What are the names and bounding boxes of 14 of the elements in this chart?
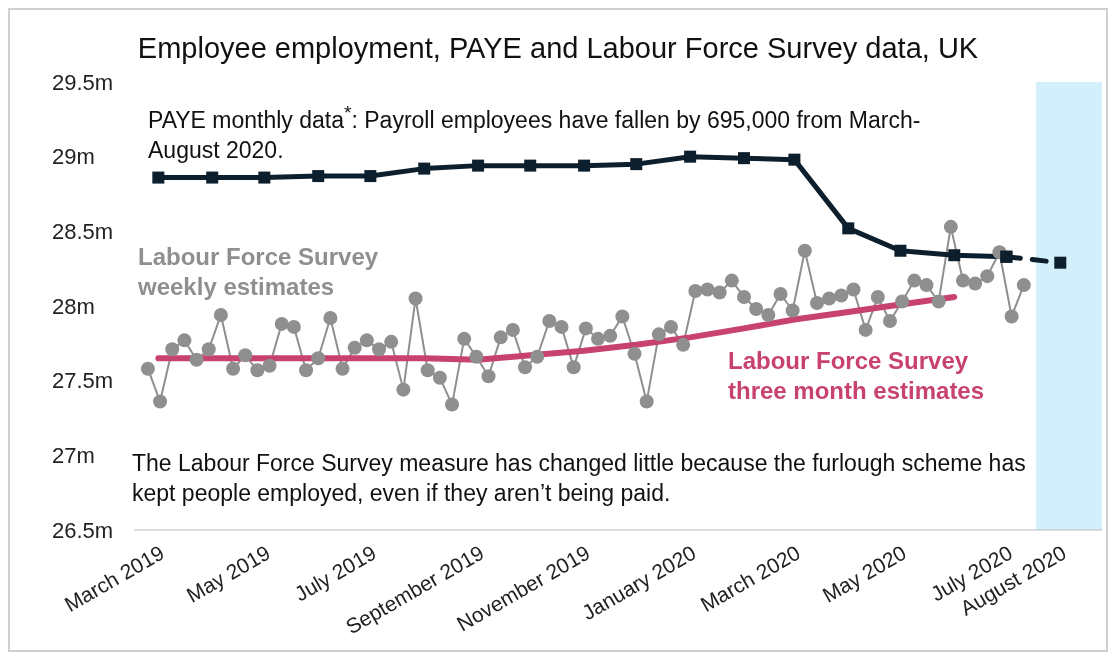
series-label: Labour Force Survey weekly estimates (138, 242, 380, 302)
y-tick-label: 27m (52, 443, 95, 469)
series-label: Labour Force Survey three month estimates (728, 346, 986, 406)
text: PAYE monthly data$^{*}$: Payroll employees have fallen by 695,000 from March-August 2020. (148, 102, 921, 163)
y-tick-label: 28m (52, 293, 95, 319)
annotation: The Labour Force Survey measure has changed little because the furlough scheme has kept people employed, even if they aren’t being paid. (132, 449, 1027, 508)
y-tick-label: 27.5m (52, 368, 114, 394)
x-tick-label: May 2019 (182, 540, 274, 607)
y-tick-label: 26.5m (52, 517, 114, 543)
y-tick-label: 29.5m (52, 69, 114, 95)
x-tick-label: May 2020 (818, 540, 911, 607)
chart-title: Employee employment, PAYE and Labour Force Survey data, UK (136, 32, 980, 65)
y-tick-label: 29m (52, 144, 95, 170)
y-tick-label: 28.5m (52, 219, 114, 245)
